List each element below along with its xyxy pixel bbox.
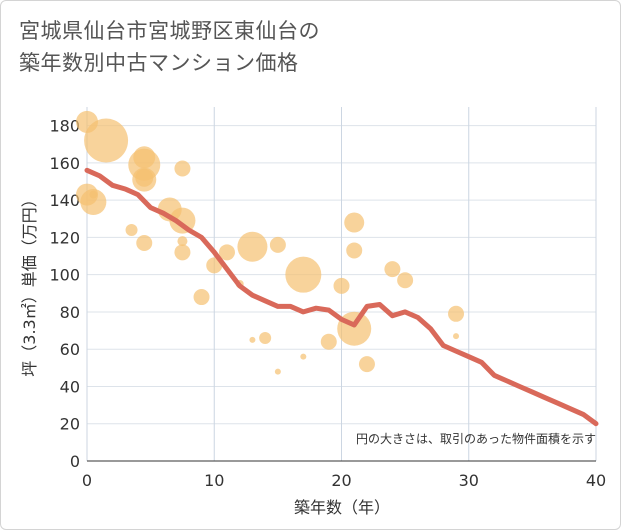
y-tick-label: 120 (49, 228, 80, 247)
bubble (448, 305, 465, 322)
bubble (174, 244, 191, 261)
bubble (249, 336, 256, 343)
bubble (80, 189, 107, 216)
x-tick-label: 0 (82, 471, 92, 490)
bubble (453, 333, 460, 340)
bubble (300, 353, 307, 360)
bubble (218, 244, 235, 261)
y-tick-label: 140 (49, 191, 80, 210)
bubble-series (76, 110, 465, 375)
x-tick-label: 40 (586, 471, 606, 490)
bubble (285, 256, 322, 293)
bubble (269, 236, 286, 253)
x-axis-label: 築年数（年） (294, 498, 390, 517)
y-axis-label: 坪（3.3㎡）単価（万円） (20, 191, 39, 376)
bubble (320, 333, 337, 350)
bubble (193, 289, 210, 306)
trend-line (84, 167, 599, 427)
bubble-size-note: 円の大きさは、取引のあった物件面積を示す (356, 431, 596, 446)
bubble (274, 368, 281, 375)
bubble (337, 311, 372, 346)
bubble (333, 277, 350, 294)
bubble (237, 231, 268, 262)
bubble (346, 242, 363, 259)
y-tick-label: 100 (49, 266, 80, 285)
y-tick-label: 60 (60, 340, 80, 359)
bubble (344, 212, 365, 233)
x-tick-labels: 0 10 20 30 40 (82, 471, 606, 490)
y-tick-label: 80 (60, 303, 80, 322)
x-tick-label: 20 (331, 471, 351, 490)
y-tick-label: 40 (60, 377, 80, 396)
chart-title-line-2: 築年数別中古マンション価格 (19, 51, 299, 75)
bubble (384, 261, 401, 278)
y-tick-label: 180 (49, 117, 80, 136)
x-tick-label: 30 (459, 471, 479, 490)
bubble (135, 168, 154, 187)
bubble (259, 332, 272, 345)
bubble (397, 272, 414, 289)
y-tick-label: 0 (70, 452, 80, 471)
bubble (136, 235, 153, 252)
bubble (84, 118, 129, 163)
y-tick-label: 160 (49, 154, 80, 173)
chart-title: 宮城県仙台市宮城野区東仙台の 築年数別中古マンション価格 (19, 15, 609, 79)
chart-title-line-1: 宮城県仙台市宮城野区東仙台の (19, 19, 320, 43)
bubble (177, 236, 188, 247)
y-tick-label: 20 (60, 415, 80, 434)
y-tick-labels: 0 20 40 60 80 100 120 140 160 180 (49, 117, 80, 471)
bubble (358, 356, 375, 373)
bubble (125, 223, 138, 236)
bubble (174, 160, 191, 177)
x-tick-label: 10 (204, 471, 224, 490)
